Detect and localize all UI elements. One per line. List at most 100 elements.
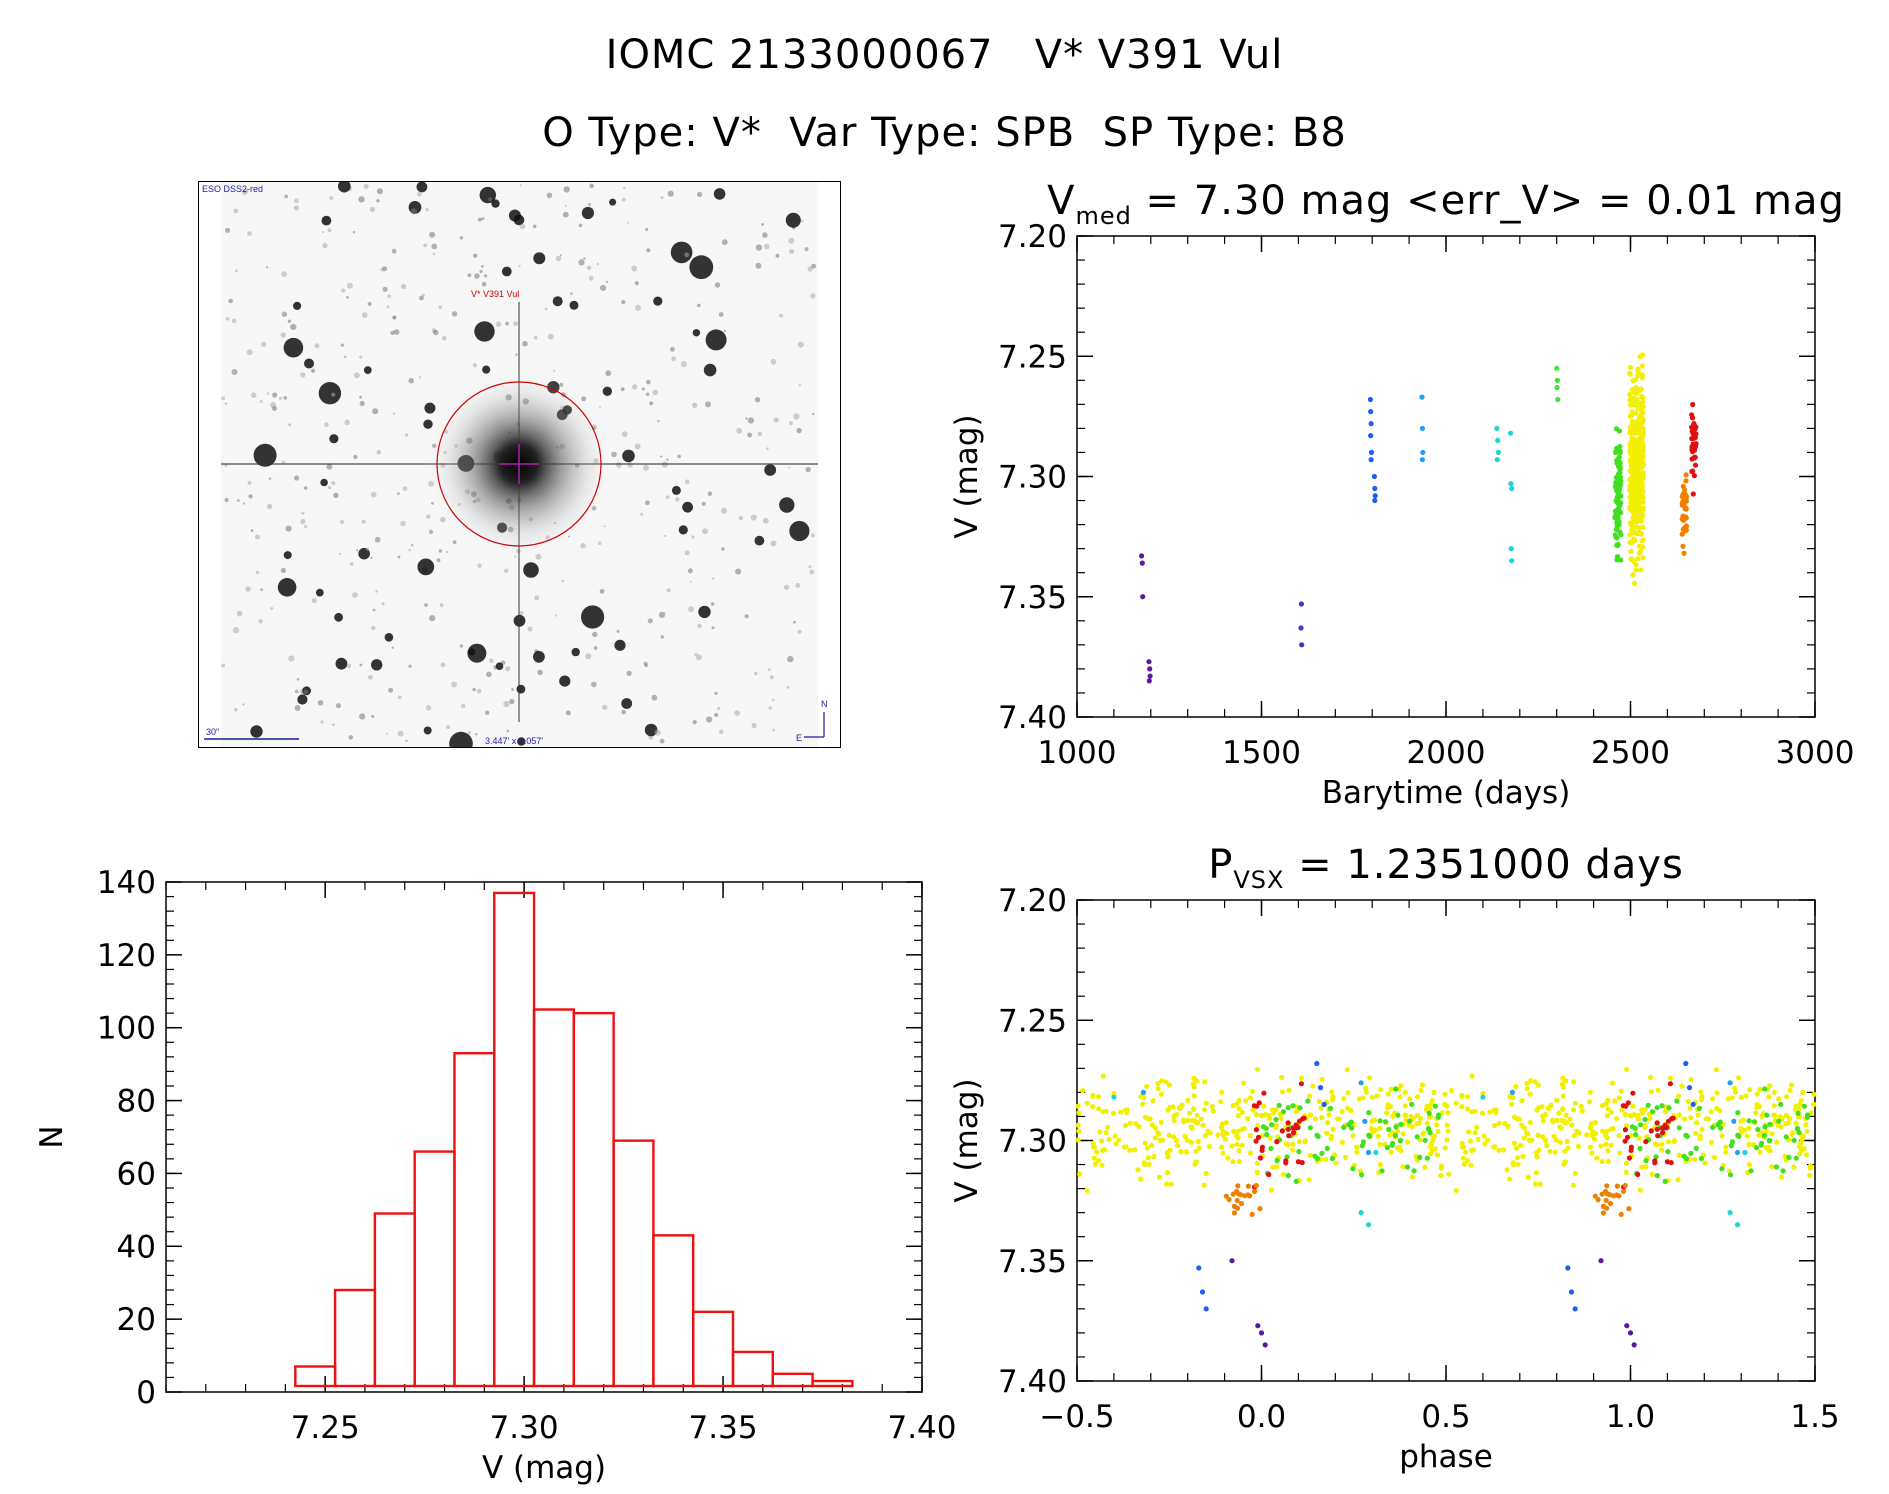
phased-data-point <box>1402 1089 1408 1095</box>
phased-data-point <box>1811 1091 1817 1097</box>
phased-data-point <box>1803 1122 1809 1128</box>
phased-data-point <box>1261 1103 1267 1109</box>
phased-data-point <box>1614 1183 1620 1189</box>
finder-star <box>702 528 708 535</box>
phased-data-point <box>1609 1080 1616 1086</box>
lightcurve-data-point <box>1495 437 1501 443</box>
finder-star <box>653 296 663 306</box>
finder-star <box>581 206 594 220</box>
finder-star <box>495 321 502 327</box>
finder-star <box>280 567 286 573</box>
phased-data-point <box>1142 1140 1148 1146</box>
phased-data-point <box>1513 1145 1520 1151</box>
phased-data-point <box>1411 1168 1417 1174</box>
phased-data-point <box>1422 1164 1428 1170</box>
finder-star <box>424 402 436 414</box>
phased-data-point <box>1299 1160 1305 1166</box>
histogram-y-tick-label: 120 <box>97 938 156 974</box>
phased-data-point <box>1274 1164 1280 1170</box>
phased-data-point <box>1787 1087 1793 1093</box>
phased-data-point <box>1766 1138 1772 1144</box>
phased-data-point <box>1528 1078 1534 1084</box>
phased-data-point <box>1778 1124 1784 1130</box>
finder-star <box>393 329 400 335</box>
phased-data-point <box>1306 1093 1313 1099</box>
finder-star <box>408 377 414 384</box>
finder-star <box>371 659 383 671</box>
phased-data-point <box>1424 1155 1430 1161</box>
finder-star <box>788 237 795 244</box>
phased-data-point <box>1325 1120 1331 1126</box>
phased-data-point <box>1144 1083 1150 1089</box>
phased-data-point <box>1535 1132 1541 1138</box>
finder-star <box>335 703 341 709</box>
phased-y-tick-label: 7.40 <box>998 1364 1067 1400</box>
phased-data-point <box>1468 1162 1474 1168</box>
phased-chart: PVSX = 1.2351000 days −0.5 0.0 0.5 1.0 1.5 7.2… <box>949 842 1840 1475</box>
finder-star <box>591 681 597 688</box>
lightcurve-data-point <box>1692 462 1699 468</box>
phased-data-point <box>1738 1118 1744 1124</box>
phased-data-point <box>1222 1136 1229 1142</box>
phased-data-point <box>1807 1163 1814 1169</box>
finder-star <box>359 400 365 407</box>
lightcurve-data-point <box>1637 430 1643 436</box>
phased-data-point <box>1397 1144 1403 1150</box>
phased-data-point <box>1632 1125 1638 1131</box>
phased-data-point <box>1557 1139 1563 1145</box>
phased-data-point <box>1105 1124 1111 1131</box>
finder-star <box>501 266 512 277</box>
finder-star <box>372 608 376 612</box>
phased-data-point <box>1140 1101 1146 1107</box>
phased-data-point <box>1297 1105 1303 1111</box>
phased-data-point <box>1151 1153 1157 1160</box>
lightcurve-data-point <box>1639 462 1645 468</box>
phased-data-point <box>1417 1116 1424 1122</box>
phased-data-point <box>1579 1108 1585 1114</box>
phased-data-point <box>1570 1107 1577 1113</box>
lightcurve-data-point <box>1691 454 1698 460</box>
finder-star <box>376 199 380 203</box>
phased-data-point <box>1164 1150 1170 1156</box>
phased-data-point <box>1643 1139 1649 1145</box>
phased-data-point <box>1736 1075 1742 1081</box>
phased-data-point <box>1377 1162 1383 1168</box>
phased-data-point <box>1676 1112 1682 1118</box>
phased-data-point <box>1362 1118 1368 1124</box>
lightcurve-data-point <box>1509 558 1515 564</box>
finder-star <box>359 663 363 667</box>
phased-data-point <box>1630 1090 1636 1096</box>
finder-star <box>266 392 270 395</box>
phased-data-point <box>1786 1154 1792 1160</box>
phased-data-point <box>1688 1076 1694 1082</box>
phased-data-point <box>1207 1130 1213 1136</box>
finder-star <box>474 273 480 279</box>
finder-star <box>491 199 500 208</box>
phased-data-point <box>1429 1147 1435 1153</box>
phased-data-point <box>1554 1097 1560 1103</box>
phased-data-point <box>1358 1210 1364 1216</box>
phased-data-point <box>1533 1150 1539 1156</box>
phased-data-point <box>1358 1080 1364 1086</box>
phased-data-point <box>1626 1155 1632 1161</box>
phased-data-point <box>1360 1139 1366 1145</box>
phased-data-point <box>1660 1130 1666 1136</box>
finder-star <box>713 188 726 200</box>
phased-data-point <box>1736 1133 1742 1139</box>
finder-star <box>642 464 650 471</box>
lightcurve-data-point <box>1633 562 1639 568</box>
histogram-y-axis-label: N <box>34 1125 70 1148</box>
phased-data-point <box>1769 1164 1775 1170</box>
lightcurve-y-tick-label: 7.40 <box>998 700 1067 736</box>
phased-data-point <box>1560 1093 1566 1099</box>
finder-star <box>408 548 412 552</box>
finder-star <box>272 406 277 411</box>
finder-star <box>359 395 363 399</box>
finder-star <box>744 614 749 619</box>
histogram-bar <box>771 1372 814 1388</box>
finder-star <box>627 221 630 224</box>
phased-data-point <box>1236 1148 1242 1154</box>
lightcurve-title: Vmed = 7.30 mag <err_V> = 0.01 mag <box>1047 178 1845 230</box>
phased-data-point <box>1798 1098 1804 1104</box>
phased-data-point <box>1158 1091 1164 1097</box>
